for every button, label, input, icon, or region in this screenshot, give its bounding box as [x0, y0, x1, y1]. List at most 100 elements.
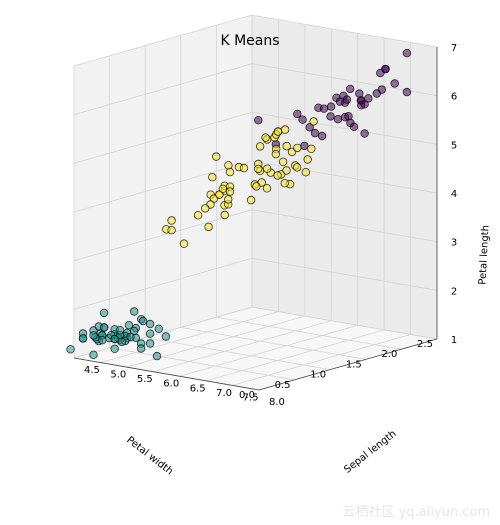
- data-point: [211, 152, 221, 161]
- x-tick-label: 2.0: [381, 349, 397, 360]
- data-point: [99, 308, 109, 318]
- data-point: [301, 167, 310, 177]
- data-point: [344, 111, 353, 121]
- data-point: [273, 171, 282, 180]
- data-point: [309, 117, 318, 126]
- data-point: [310, 128, 320, 138]
- data-point: [364, 94, 373, 103]
- data-point: [342, 95, 352, 104]
- data-point: [271, 149, 281, 159]
- data-point: [360, 129, 369, 138]
- y-tick-label: 4.5: [84, 365, 100, 376]
- data-point: [145, 319, 155, 329]
- data-point: [254, 164, 263, 174]
- data-point: [254, 115, 263, 125]
- y-tick-label: 7.5: [243, 392, 259, 403]
- data-point: [292, 163, 302, 172]
- z-tick-label: 1: [451, 335, 457, 346]
- data-point: [300, 141, 309, 151]
- z-tick-label: 4: [451, 189, 457, 200]
- data-point: [262, 184, 272, 193]
- data-point: [261, 133, 270, 142]
- data-point: [66, 345, 75, 354]
- tick-labels: 0.0 0.5 1.0 1.5 2.0 2.5 4.5 5.0 5.5 6.0 6.5 7.0 7.5 8…: [84, 43, 457, 408]
- z-axis-label: Petal length: [477, 225, 491, 285]
- chart-title: K Means: [220, 33, 279, 49]
- data-point: [218, 184, 228, 193]
- data-point: [357, 96, 366, 105]
- data-point: [263, 164, 272, 173]
- data-point: [152, 351, 162, 361]
- data-point: [154, 324, 163, 333]
- data-point: [293, 143, 302, 153]
- data-point: [145, 329, 155, 338]
- data-point: [402, 87, 412, 97]
- data-point: [136, 344, 146, 353]
- data-point: [273, 127, 283, 136]
- data-point: [335, 97, 345, 106]
- data-point: [126, 332, 135, 342]
- data-point: [145, 339, 155, 348]
- data-point: [225, 187, 235, 196]
- y-tick-label: 6.5: [190, 383, 206, 394]
- y-tick-label: 8.0: [269, 397, 285, 408]
- data-point: [246, 195, 256, 205]
- data-point: [208, 172, 217, 182]
- data-point: [167, 216, 176, 225]
- data-point: [110, 344, 119, 353]
- data-point: [99, 323, 109, 332]
- data-point: [355, 89, 364, 98]
- z-tick-label: 3: [451, 238, 457, 249]
- data-point: [307, 144, 316, 153]
- x-tick-label: 2.5: [417, 339, 433, 350]
- data-point: [129, 307, 139, 316]
- data-point: [280, 125, 290, 134]
- data-point: [252, 182, 261, 191]
- data-point: [282, 166, 291, 175]
- data-point: [138, 316, 148, 326]
- x-tick-label: 1.5: [346, 359, 362, 370]
- data-point: [326, 112, 335, 121]
- data-point: [402, 49, 412, 58]
- data-point: [124, 321, 134, 330]
- data-point: [161, 332, 171, 341]
- data-point: [377, 85, 387, 94]
- grid-line-z: [73, 209, 438, 262]
- data-point: [200, 204, 210, 213]
- data-point: [278, 157, 288, 166]
- data-point: [220, 210, 229, 220]
- data-point: [167, 225, 176, 235]
- z-tick-label: 5: [451, 140, 457, 151]
- grid-line-z: [73, 111, 438, 164]
- x-axis-line: [258, 338, 438, 391]
- data-point: [282, 141, 291, 151]
- z-tick-label: 2: [451, 286, 457, 297]
- data-point: [305, 123, 314, 132]
- data-point: [117, 337, 126, 347]
- data-point: [319, 104, 329, 113]
- data-point: [204, 222, 213, 232]
- data-point: [346, 84, 355, 94]
- data-point: [115, 326, 125, 335]
- y-tick-label: 5.5: [137, 374, 153, 385]
- y-tick-label: 6.0: [163, 379, 179, 390]
- data-point: [179, 239, 189, 248]
- z-tick-label: 6: [451, 92, 457, 103]
- data-point: [239, 163, 249, 173]
- data-point: [326, 102, 336, 111]
- grid-line-z: [73, 257, 438, 310]
- axis-lines: [73, 47, 438, 391]
- data-point: [317, 131, 327, 141]
- data-point: [298, 115, 307, 124]
- data-point: [129, 326, 139, 336]
- x-tick-label: 0.0: [239, 390, 255, 401]
- y-axis-label: Sepal length: [342, 428, 398, 475]
- data-point: [376, 68, 385, 78]
- data-point: [78, 334, 88, 343]
- x-tick-label: 0.5: [275, 380, 291, 391]
- x-axis-label: Petal width: [124, 435, 174, 478]
- data-point: [224, 161, 233, 170]
- y-tick-label: 7.0: [216, 388, 232, 399]
- data-point: [293, 109, 302, 119]
